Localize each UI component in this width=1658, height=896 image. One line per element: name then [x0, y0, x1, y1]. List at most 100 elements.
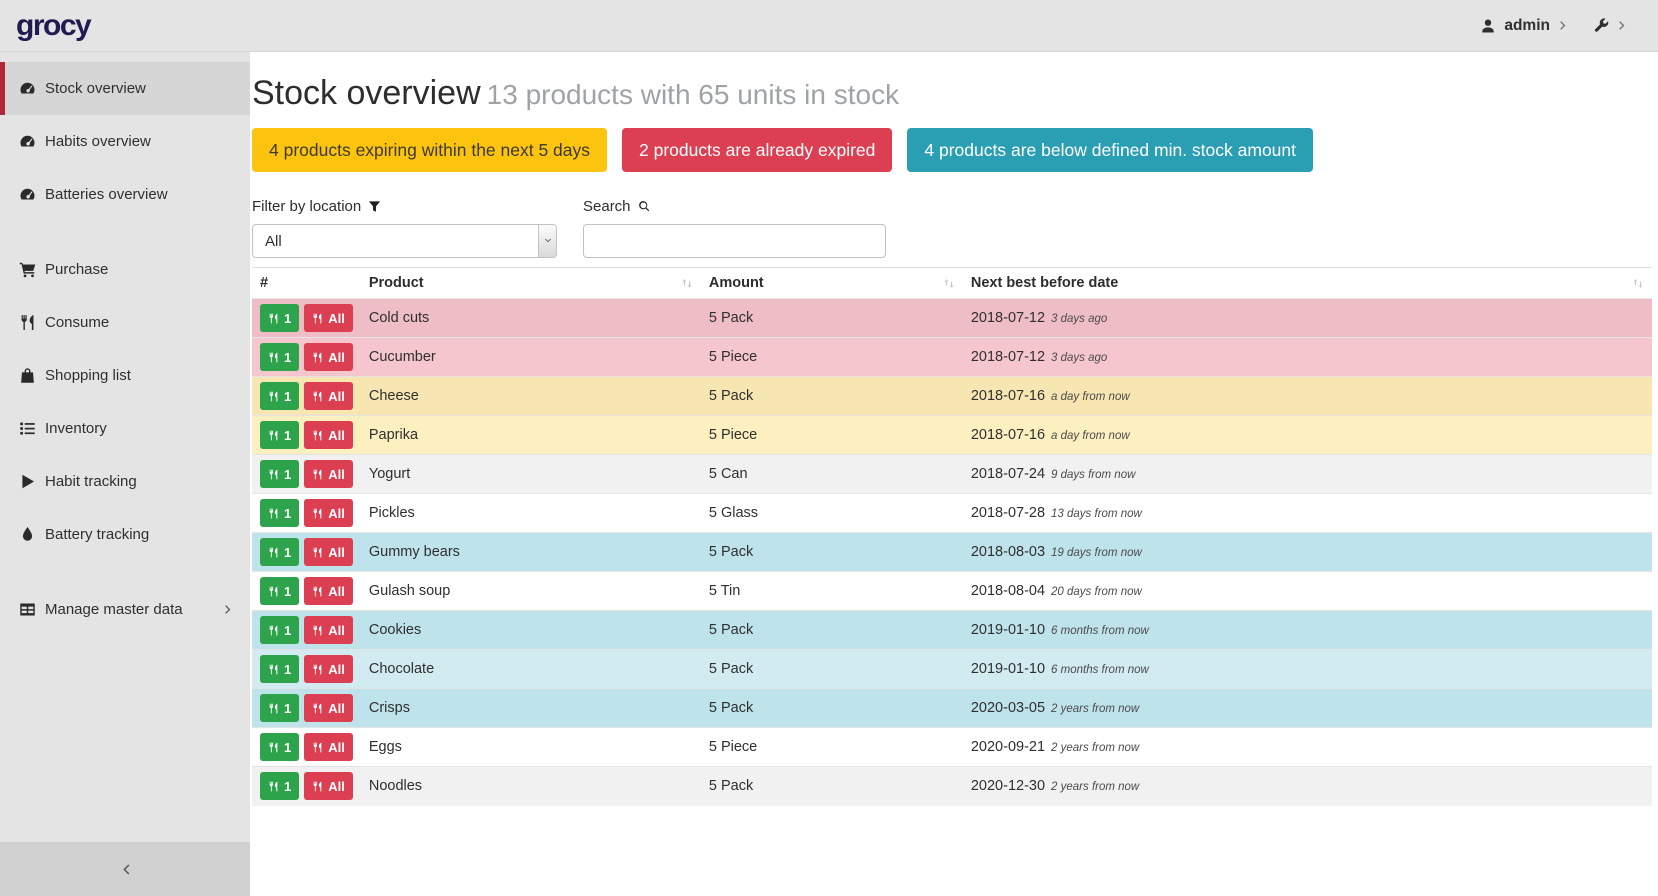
- sidebar-item-battery-tracking[interactable]: Battery tracking: [0, 508, 250, 561]
- product-name: Noodles: [360, 766, 701, 806]
- table-row: 1 All Noodles 5 Pack 2020-12-30 2 years f…: [252, 766, 1652, 806]
- utensils-icon: [268, 508, 279, 519]
- tint-icon: [19, 526, 36, 543]
- consume-all-button[interactable]: All: [304, 460, 353, 488]
- sidebar-item-purchase[interactable]: Purchase: [0, 243, 250, 296]
- play-icon: [19, 473, 36, 490]
- relative-date: 13 days from now: [1051, 508, 1142, 520]
- product-amount: 5 Piece: [700, 415, 963, 455]
- sidebar-item-label: Inventory: [45, 420, 107, 437]
- chevron-right-icon: [1617, 20, 1628, 31]
- consume-all-button[interactable]: All: [304, 772, 353, 801]
- utensils-icon: [312, 430, 323, 441]
- sidebar-item-consume[interactable]: Consume: [0, 296, 250, 349]
- sidebar-item-habit-tracking[interactable]: Habit tracking: [0, 455, 250, 508]
- consume-one-button[interactable]: 1: [260, 772, 300, 801]
- expiring-products-button[interactable]: 4 products expiring within the next 5 da…: [252, 128, 608, 172]
- utensils-icon: [312, 586, 323, 597]
- filter-location-label: Filter by location: [252, 198, 557, 215]
- settings-menu[interactable]: [1593, 17, 1628, 34]
- consume-all-button[interactable]: All: [304, 616, 353, 644]
- best-before-date: 2020-12-30: [970, 778, 1046, 795]
- consume-one-button[interactable]: 1: [260, 655, 300, 683]
- sidebar-item-label: Batteries overview: [45, 186, 168, 203]
- product-amount: 5 Piece: [700, 727, 963, 767]
- consume-all-button[interactable]: All: [304, 421, 353, 449]
- sidebar-item-label: Manage master data: [45, 601, 183, 618]
- sort-icon: [681, 277, 693, 290]
- utensils-icon: [268, 586, 279, 597]
- sidebar-item-stock-overview[interactable]: Stock overview: [0, 62, 250, 115]
- search-label: Search: [583, 198, 886, 215]
- below-min-stock-button[interactable]: 4 products are below defined min. stock …: [907, 128, 1313, 172]
- product-amount: 5 Pack: [700, 610, 963, 650]
- table-row: 1 All Crisps 5 Pack 2020-03-05 2 years fr…: [252, 688, 1652, 728]
- table-row: 1 All Yogurt 5 Can 2018-07-24 9 days from…: [252, 454, 1652, 494]
- expired-products-button[interactable]: 2 products are already expired: [622, 128, 893, 172]
- utensils-icon: [268, 313, 279, 324]
- consume-one-button[interactable]: 1: [260, 343, 300, 371]
- best-before-date: 2018-07-16: [970, 427, 1046, 443]
- consume-all-button[interactable]: All: [304, 655, 353, 683]
- consume-one-button[interactable]: 1: [260, 694, 300, 722]
- search-icon: [638, 200, 651, 213]
- consume-all-button[interactable]: All: [304, 538, 353, 566]
- consume-all-button[interactable]: All: [304, 733, 353, 761]
- column-header-best-before[interactable]: Next best before date: [962, 267, 1652, 299]
- product-name: Chocolate: [360, 649, 701, 689]
- consume-all-button[interactable]: All: [304, 382, 353, 410]
- best-before-date: 2018-07-24: [970, 466, 1046, 482]
- consume-all-button[interactable]: All: [304, 694, 353, 722]
- table-row: 1 All Cookies 5 Pack 2019-01-10 6 months …: [252, 610, 1652, 650]
- utensils-icon: [19, 314, 36, 331]
- relative-date: 19 days from now: [1051, 547, 1142, 559]
- consume-one-button[interactable]: 1: [260, 421, 300, 449]
- sidebar-item-batteries-overview[interactable]: Batteries overview: [0, 168, 250, 221]
- sidebar-nav: Stock overview Habits overview Batteries…: [0, 52, 250, 636]
- sidebar-item-label: Habit tracking: [45, 473, 137, 490]
- consume-all-button[interactable]: All: [304, 499, 353, 527]
- search-input[interactable]: [583, 224, 886, 258]
- app-logo[interactable]: grocy: [16, 8, 92, 42]
- relative-date: 9 days from now: [1051, 469, 1136, 481]
- sort-icon: [1632, 277, 1644, 290]
- consume-all-button[interactable]: All: [304, 343, 353, 371]
- table-icon: [19, 601, 36, 618]
- consume-one-button[interactable]: 1: [260, 382, 300, 410]
- sidebar-collapse-button[interactable]: [0, 842, 250, 896]
- consume-one-button[interactable]: 1: [260, 538, 300, 566]
- table-row: 1 All Cold cuts 5 Pack 2018-07-12 3 days …: [252, 298, 1652, 338]
- sidebar-item-inventory[interactable]: Inventory: [0, 402, 250, 455]
- best-before-date: 2018-08-03: [970, 544, 1046, 560]
- consume-one-button[interactable]: 1: [260, 733, 300, 761]
- consume-all-button[interactable]: All: [304, 304, 353, 332]
- relative-date: 2 years from now: [1051, 781, 1140, 794]
- user-menu[interactable]: admin: [1480, 17, 1569, 35]
- table-row: 1 All Pickles 5 Glass 2018-07-28 13 days …: [252, 493, 1652, 533]
- sidebar-item-shopping-list[interactable]: Shopping list: [0, 349, 250, 402]
- relative-date: 2 years from now: [1051, 703, 1140, 715]
- column-header-amount[interactable]: Amount: [700, 267, 963, 299]
- user-icon: [1480, 18, 1496, 34]
- consume-one-button[interactable]: 1: [260, 616, 300, 644]
- sidebar-item-manage-master-data[interactable]: Manage master data: [0, 583, 250, 636]
- list-icon: [19, 420, 36, 437]
- product-name: Gummy bears: [360, 532, 701, 572]
- consume-one-button[interactable]: 1: [260, 460, 300, 488]
- utensils-icon: [268, 391, 279, 402]
- utensils-icon: [268, 781, 279, 792]
- consume-all-button[interactable]: All: [304, 577, 353, 605]
- product-name: Cookies: [360, 610, 701, 650]
- best-before-date: 2018-08-04: [970, 583, 1046, 599]
- consume-one-button[interactable]: 1: [260, 577, 300, 605]
- best-before-date: 2018-07-16: [970, 388, 1046, 404]
- consume-one-button[interactable]: 1: [260, 304, 300, 332]
- product-name: Eggs: [360, 727, 701, 767]
- column-header-product[interactable]: Product: [360, 267, 701, 299]
- product-name: Pickles: [360, 493, 701, 533]
- filter-icon: [368, 200, 381, 213]
- location-select[interactable]: All: [252, 224, 557, 258]
- sidebar-item-habits-overview[interactable]: Habits overview: [0, 115, 250, 168]
- consume-one-button[interactable]: 1: [260, 499, 300, 527]
- main-content: Stock overview 13 products with 65 units …: [250, 0, 1658, 806]
